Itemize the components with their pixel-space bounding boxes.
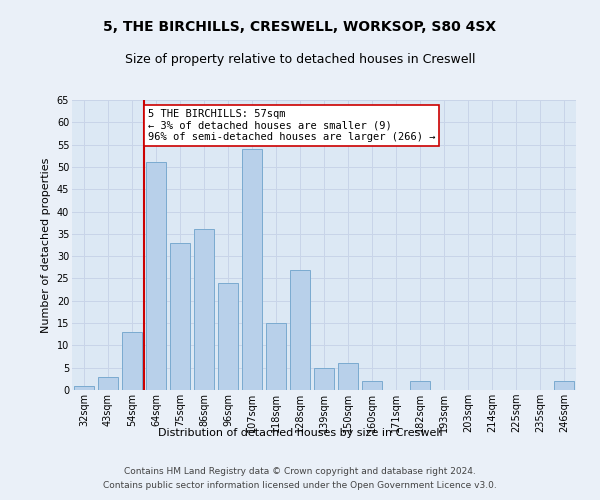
Bar <box>74 386 94 390</box>
Text: Contains HM Land Registry data © Crown copyright and database right 2024.: Contains HM Land Registry data © Crown c… <box>124 467 476 476</box>
Bar <box>338 363 358 390</box>
Bar <box>122 332 142 390</box>
Text: Size of property relative to detached houses in Creswell: Size of property relative to detached ho… <box>125 52 475 66</box>
Text: 5, THE BIRCHILLS, CRESWELL, WORKSOP, S80 4SX: 5, THE BIRCHILLS, CRESWELL, WORKSOP, S80… <box>103 20 497 34</box>
Bar <box>362 381 382 390</box>
Bar <box>170 243 190 390</box>
Bar <box>242 149 262 390</box>
Bar <box>290 270 310 390</box>
Bar <box>554 381 574 390</box>
Bar <box>266 323 286 390</box>
Text: Contains public sector information licensed under the Open Government Licence v3: Contains public sector information licen… <box>103 481 497 490</box>
Bar <box>314 368 334 390</box>
Bar <box>146 162 166 390</box>
Bar <box>218 283 238 390</box>
Bar <box>410 381 430 390</box>
Bar <box>194 230 214 390</box>
Text: Distribution of detached houses by size in Creswell: Distribution of detached houses by size … <box>158 428 442 438</box>
Bar <box>98 376 118 390</box>
Y-axis label: Number of detached properties: Number of detached properties <box>41 158 51 332</box>
Text: 5 THE BIRCHILLS: 57sqm
← 3% of detached houses are smaller (9)
96% of semi-detac: 5 THE BIRCHILLS: 57sqm ← 3% of detached … <box>148 109 435 142</box>
